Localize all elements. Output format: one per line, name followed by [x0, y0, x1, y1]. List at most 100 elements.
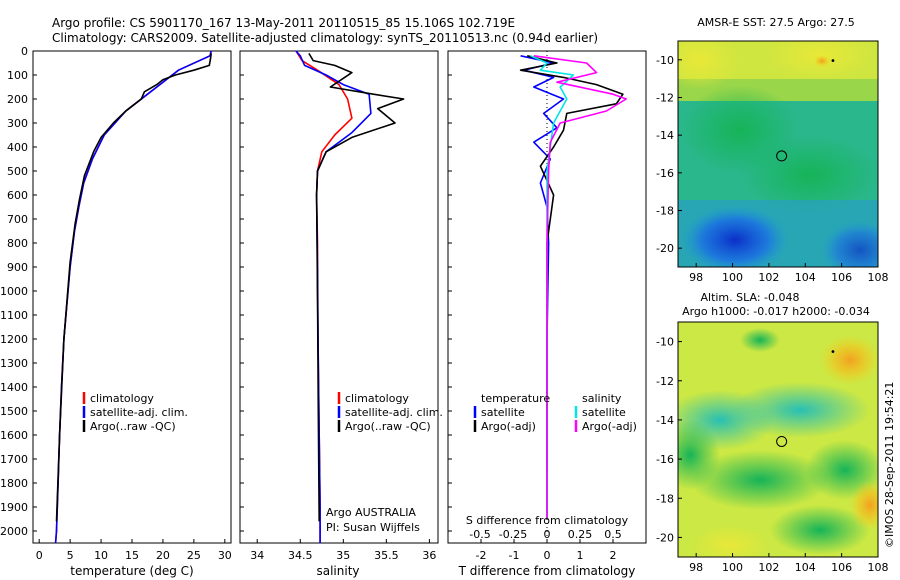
s-tick-label: -0.25	[499, 528, 527, 541]
depth-tick-label: 1200	[0, 333, 28, 346]
copyright-timestamp: ©IMOS 28-Sep-2011 19:54:21	[883, 382, 896, 548]
series-line-temperature-argo-adj-	[519, 55, 624, 519]
x-tick-label: 20	[156, 549, 170, 562]
float-pi-label: PI: Susan Wijffels	[326, 521, 420, 534]
sst-map-frame	[677, 40, 879, 268]
salinity-x-ticks: 34 34.5 35 35.5 36	[250, 539, 436, 562]
depth-tick-label: 1300	[0, 357, 28, 370]
legend-label-climatology: climatology	[90, 392, 154, 405]
lon-tick-label: 104	[795, 271, 816, 284]
legend-label-satellite: satellite-adj. clim.	[345, 406, 443, 419]
lat-tick-label: -18	[656, 492, 674, 505]
s-tick-label: 0.25	[568, 528, 593, 541]
x-tick-label: 35	[336, 549, 350, 562]
depth-tick-label: 1600	[0, 429, 28, 442]
depth-tick-label: 1500	[0, 405, 28, 418]
depth-tick-label: 800	[7, 237, 28, 250]
series-line-satellite-adj-clim-	[295, 50, 372, 543]
salinity-legend: climatology satellite-adj. clim. Argo(..…	[337, 392, 443, 433]
lon-tick-label: 106	[831, 561, 852, 574]
float-owner-label: Argo AUSTRALIA	[326, 506, 416, 519]
depth-tick-label: 700	[7, 213, 28, 226]
sst-argo-location-marker	[776, 150, 788, 162]
sla-float-track-marker: •	[830, 347, 836, 358]
sla-map-title-line1: Altim. SLA: -0.048	[700, 291, 799, 304]
sla-map-frame	[677, 321, 879, 558]
lon-tick-label: 102	[758, 561, 779, 574]
x-tick-label: -1	[509, 549, 520, 562]
lon-tick-label: 104	[795, 561, 816, 574]
difference-x-ticks: -2 -1 0 1 2	[476, 539, 617, 562]
legend-group-salinity: salinity	[582, 392, 622, 405]
sst-map-field	[678, 41, 878, 267]
legend-label-temp-argo: Argo(-adj)	[481, 420, 536, 433]
legend-label-argo: Argo(..raw -QC)	[345, 420, 431, 433]
s-difference-ticks: -0.5 -0.25 0 0.25 0.5	[469, 528, 621, 541]
depth-tick-label: 1100	[0, 309, 28, 322]
x-tick-label: 30	[218, 549, 232, 562]
series-line-argo-raw-qc-	[55, 53, 212, 522]
temperature-x-ticks: 0 5 10 15 20 25 30	[36, 539, 232, 562]
depth-tick-label: 1800	[0, 477, 28, 490]
lat-tick-label: -20	[656, 242, 674, 255]
lat-tick-label: -14	[656, 414, 674, 427]
x-tick-label: 5	[67, 549, 74, 562]
depth-tick-label: 300	[7, 117, 28, 130]
depth-tick-label: 0	[21, 45, 28, 58]
series-line-satellite-adj-clim-	[54, 50, 212, 544]
depth-tick-label: 1900	[0, 501, 28, 514]
lon-tick-label: 106	[831, 271, 852, 284]
depth-tick-label: 1700	[0, 453, 28, 466]
figure-title-line2: Climatology: CARS2009. Satellite-adjuste…	[52, 31, 598, 45]
s-difference-label: S difference from climatology	[466, 514, 629, 527]
depth-tick-label: 200	[7, 93, 28, 106]
x-tick-label: 2	[610, 549, 617, 562]
depth-tick-label: 500	[7, 165, 28, 178]
series-line-argo-raw-qc-	[308, 52, 405, 522]
x-tick-label: 36	[422, 549, 436, 562]
depth-axis: 0 100 200 300 400 500 600 700 800 900 1000 1100 1200…	[0, 45, 452, 538]
lon-tick-label: 108	[868, 561, 889, 574]
sla-map-field	[678, 322, 878, 557]
lon-tick-label: 102	[758, 271, 779, 284]
legend-label-climatology: climatology	[345, 392, 409, 405]
difference-legend: temperature satellite Argo(-adj) salinit…	[473, 392, 637, 433]
x-tick-label: 34	[250, 549, 264, 562]
sla-map-ticks: 98 100 102 104 106 108 -10 -12 -14 -16 -18 -20	[656, 336, 888, 574]
lat-tick-label: -12	[656, 92, 674, 105]
lat-tick-label: -14	[656, 129, 674, 142]
lat-tick-label: -16	[656, 167, 674, 180]
x-tick-label: 15	[125, 549, 139, 562]
lat-tick-label: -20	[656, 531, 674, 544]
lat-tick-label: -10	[656, 54, 674, 67]
lat-tick-label: -10	[656, 336, 674, 349]
legend-label-sal-argo: Argo(-adj)	[582, 420, 637, 433]
depth-tick-label: 900	[7, 261, 28, 274]
legend-label-satellite: satellite-adj. clim.	[90, 406, 188, 419]
x-tick-label: 35.5	[374, 549, 399, 562]
salinity-series	[295, 50, 405, 543]
lat-tick-label: -16	[656, 453, 674, 466]
series-line-salinity-argo-adj-	[533, 55, 628, 519]
s-tick-label: -0.5	[469, 528, 490, 541]
depth-tick-label: 2000	[0, 525, 28, 538]
temperature-axes	[32, 50, 232, 544]
s-tick-label: 0.5	[604, 528, 622, 541]
depth-tick-label: 1400	[0, 381, 28, 394]
sst-map-title: AMSR-E SST: 27.5 Argo: 27.5	[697, 16, 855, 29]
series-line-climatology	[54, 50, 212, 544]
x-tick-label: 25	[187, 549, 201, 562]
s-tick-label: 0	[544, 528, 551, 541]
lon-tick-label: 100	[722, 561, 743, 574]
figure-title-line1: Argo profile: CS 5901170_167 13-May-2011…	[52, 16, 515, 30]
x-tick-label: 0	[544, 549, 551, 562]
t-difference-label: T difference from climatology	[458, 564, 636, 578]
x-tick-label: 34.5	[288, 549, 313, 562]
depth-tick-label: 400	[7, 141, 28, 154]
legend-label-argo: Argo(..raw -QC)	[90, 420, 176, 433]
salinity-xlabel: salinity	[316, 564, 359, 578]
lon-tick-label: 100	[722, 271, 743, 284]
lat-tick-label: -18	[656, 205, 674, 218]
temperature-series	[54, 50, 212, 544]
